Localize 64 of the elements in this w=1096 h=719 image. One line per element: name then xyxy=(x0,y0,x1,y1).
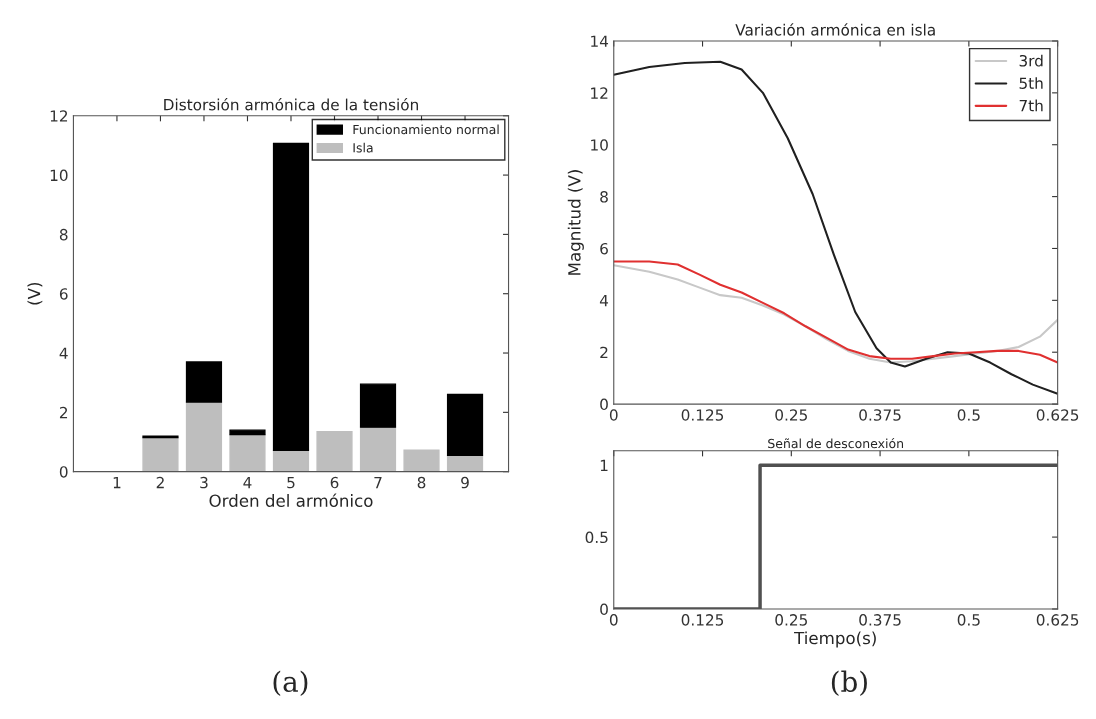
y-tick-label: 10 xyxy=(50,169,68,182)
chart-title: Distorsión armónica de la tensión xyxy=(164,97,418,111)
bar xyxy=(272,449,310,472)
x-axis-title: Tiempo(s) xyxy=(794,631,876,648)
x-axis-title: Orden del armónico xyxy=(209,493,373,507)
x-tick-label: 0.5 xyxy=(957,409,980,421)
bar xyxy=(403,449,440,472)
y-tick-label: 4 xyxy=(59,347,68,359)
bar xyxy=(316,430,353,472)
bar xyxy=(272,142,310,452)
x-tick-label: 9 xyxy=(461,476,469,489)
bar xyxy=(359,426,397,472)
bar xyxy=(446,393,484,457)
x-tick-label: 7 xyxy=(374,477,382,489)
x-tick-label: 3 xyxy=(200,476,208,489)
legend-label: 7th xyxy=(1019,99,1043,112)
y-tick-label: 4 xyxy=(599,295,609,307)
y-tick-label: 6 xyxy=(600,242,608,255)
legend-label: Isla xyxy=(353,142,373,153)
x-tick-label: 0.25 xyxy=(775,409,807,421)
legend-label: 3rd xyxy=(1019,54,1043,67)
y-tick-label: 0 xyxy=(59,466,68,478)
y-tick-label: 8 xyxy=(600,191,608,203)
x-tick-label: 0.125 xyxy=(681,614,724,626)
x-tick-label: 5 xyxy=(287,477,295,489)
text: (a) xyxy=(273,670,308,696)
x-tick-label: 0.375 xyxy=(859,614,901,626)
x-tick-label: 0.375 xyxy=(859,409,901,421)
x-tick-label: 0.625 xyxy=(1036,409,1079,421)
x-tick-label: 0.5 xyxy=(957,614,980,626)
bar xyxy=(185,361,223,403)
x-tick-label: 0 xyxy=(609,409,618,421)
y-tick-label: 10 xyxy=(591,139,608,151)
x-tick-label: 0.625 xyxy=(1036,614,1079,626)
y-tick-label: 2 xyxy=(600,346,608,359)
bar xyxy=(229,429,266,436)
chart-title: Variación armónica en isla xyxy=(735,23,935,36)
chart-title: Señal de desconexión xyxy=(768,438,904,449)
x-tick-label: 0.25 xyxy=(775,614,807,626)
x-tick-label: 0 xyxy=(609,614,618,626)
y-axis-title: Magnitud (V) xyxy=(567,170,584,275)
bar xyxy=(142,436,179,472)
y-axis-title: (V) xyxy=(27,282,43,305)
y-tick-label: 8 xyxy=(59,228,68,241)
x-tick-label: 6 xyxy=(330,476,339,489)
y-tick-label: 0 xyxy=(600,603,608,616)
y-tick-label: 0.5 xyxy=(585,531,608,544)
x-tick-label: 2 xyxy=(156,476,164,489)
bar xyxy=(185,401,223,472)
y-tick-label: 14 xyxy=(591,35,609,47)
bar xyxy=(229,433,266,472)
x-tick-label: 1 xyxy=(113,477,121,489)
text: (b) xyxy=(831,670,867,696)
y-tick-label: 12 xyxy=(50,110,68,122)
y-tick-label: 6 xyxy=(59,288,68,300)
y-tick-label: 12 xyxy=(591,87,608,99)
y-tick-label: 0 xyxy=(600,398,608,411)
legend-label: Funcionamiento normal xyxy=(353,124,499,135)
legend-label: 5th xyxy=(1019,77,1043,89)
x-tick-label: 8 xyxy=(417,476,426,489)
x-tick-label: 4 xyxy=(243,477,252,489)
x-tick-label: 0.125 xyxy=(681,409,724,421)
y-tick-label: 1 xyxy=(600,459,608,471)
bar xyxy=(359,383,397,428)
